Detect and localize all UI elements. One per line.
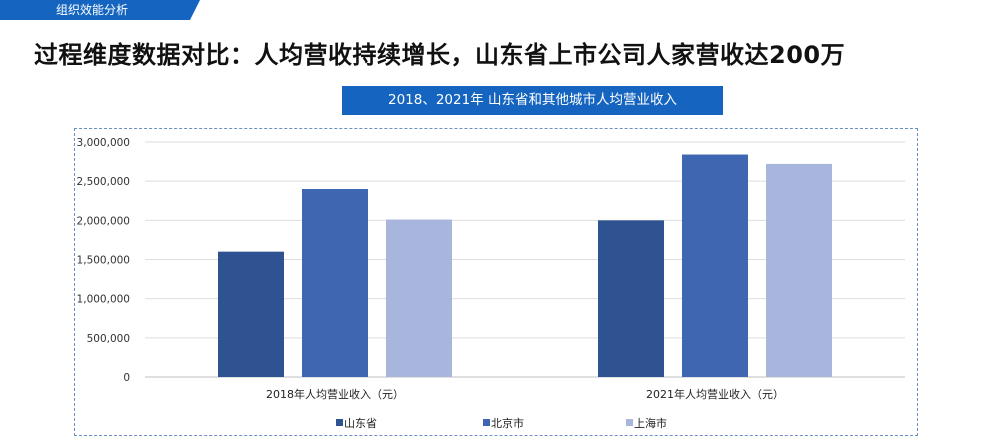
chart-caption: 2018、2021年 山东省和其他城市人均营业收入: [342, 86, 723, 115]
y-tick-label: 2,000,000: [77, 215, 130, 227]
legend-label: 上海市: [634, 416, 667, 430]
legend-swatch: [336, 419, 343, 426]
bar: [766, 163, 832, 377]
legend-swatch: [626, 419, 633, 426]
bar: [386, 219, 452, 377]
bar: [598, 220, 664, 377]
section-tag: 组织效能分析: [0, 0, 200, 20]
y-tick-label: 1,500,000: [77, 255, 130, 267]
bar: [682, 154, 748, 377]
legend-swatch: [483, 419, 490, 426]
chart-frame: [74, 128, 918, 436]
legend-label: 山东省: [344, 417, 377, 430]
x-category-label: 2021年人均营业收入（元）: [646, 387, 784, 401]
bar: [302, 189, 368, 377]
y-tick-label: 500,000: [87, 333, 130, 345]
bar: [218, 251, 284, 377]
page-title: 过程维度数据对比：人均营收持续增长，山东省上市公司人家营收达200万: [34, 41, 846, 69]
x-category-label: 2018年人均营业收入（元）: [266, 387, 404, 401]
legend-label: 北京市: [491, 416, 524, 430]
y-tick-label: 1,000,000: [77, 294, 130, 306]
y-tick-label: 3,000,000: [77, 137, 130, 149]
y-tick-label: 2,500,000: [77, 176, 130, 188]
y-tick-label: 0: [123, 372, 130, 384]
